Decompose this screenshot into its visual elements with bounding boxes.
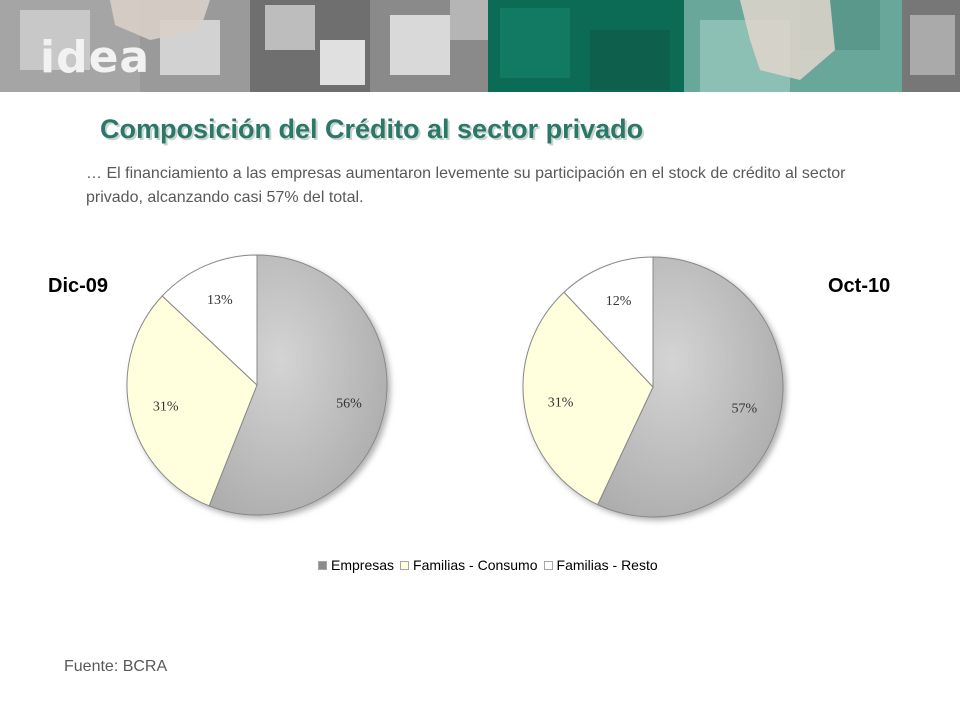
legend-swatch-empresas xyxy=(318,560,327,570)
pie-slice-empresas xyxy=(208,254,388,516)
pie-0 xyxy=(126,254,388,516)
data-label-familias-consumo: 31% xyxy=(153,399,179,414)
legend-item-familias-resto: Familias - Resto xyxy=(543,557,658,573)
legend-label-empresas: Empresas xyxy=(331,557,395,573)
data-label-familias-resto: 12% xyxy=(606,294,632,309)
chart-legend: Empresas Familias - Consumo Familias - R… xyxy=(318,555,664,575)
data-label-familias-consumo: 31% xyxy=(548,396,574,411)
brand-logo: idea xyxy=(40,32,151,83)
data-label-familias-resto: 13% xyxy=(207,293,233,308)
slide-subtitle: … El financiamiento a las empresas aumen… xyxy=(86,165,846,206)
legend-swatch-familias-consumo xyxy=(400,560,410,570)
pie-slice-empresas xyxy=(596,256,784,518)
pie-slice-familias-resto xyxy=(161,254,258,387)
legend-label-familias-resto: Familias - Resto xyxy=(556,557,658,573)
source-note: Fuente: BCRA xyxy=(64,658,168,675)
slide-title: Composición del Crédito al sector privad… xyxy=(100,114,644,144)
slide-title-shadow: Composición del Crédito al sector privad… xyxy=(102,116,646,146)
pie-slice-familias-resto xyxy=(563,256,654,389)
data-label-empresas: 56% xyxy=(336,397,362,412)
legend-item-familias-consumo: Familias - Consumo xyxy=(400,557,538,573)
pie-1 xyxy=(522,256,784,518)
pie-charts: 56% 31% 13% 57% 31% 12% xyxy=(126,254,784,518)
period-label-oct-10: Oct-10 xyxy=(828,275,891,297)
period-label-dic-09: Dic-09 xyxy=(48,275,109,297)
pie-slice-familias-consumo xyxy=(522,291,654,506)
legend-label-familias-consumo: Familias - Consumo xyxy=(413,557,538,573)
header-banner xyxy=(0,0,960,92)
legend-item-empresas: Empresas xyxy=(318,557,394,573)
pie-slice-familias-consumo xyxy=(126,295,258,507)
legend-swatch-familias-resto xyxy=(543,560,553,570)
data-label-empresas: 57% xyxy=(732,401,758,416)
